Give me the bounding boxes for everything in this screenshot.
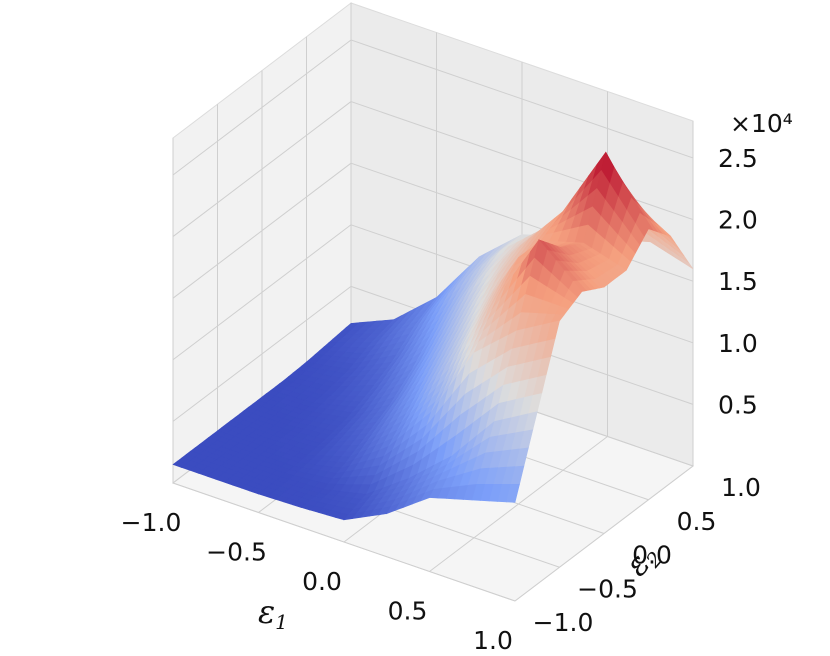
grid-line — [172, 101, 352, 237]
grid-line — [172, 224, 352, 361]
y-tick-label: −1.0 — [533, 608, 594, 637]
x-tick-label: −1.0 — [121, 508, 182, 537]
y-tick-label: −0.5 — [577, 574, 638, 603]
y-tick-label: 1.0 — [721, 473, 761, 502]
y-tick-label: 0.5 — [677, 507, 717, 536]
z-tick-label: 0.5 — [718, 390, 758, 419]
surface-mesh — [172, 151, 694, 521]
grid-line — [350, 162, 694, 282]
grid-line — [172, 285, 352, 422]
grid-line — [350, 39, 694, 159]
z-tick-label: 2.5 — [718, 144, 758, 173]
grid-line — [350, 101, 694, 221]
z-tick-label: 1.0 — [718, 329, 758, 358]
grid-line — [172, 39, 352, 176]
grid-line — [172, 162, 352, 299]
z-scale-note: ×10⁴ — [730, 109, 793, 138]
surface-face — [506, 483, 520, 503]
x-tick-label: 0.0 — [302, 567, 342, 596]
z-tick-label: 1.5 — [718, 267, 758, 296]
z-tick-label: 2.0 — [718, 206, 758, 235]
x-tick-label: −0.5 — [206, 538, 267, 567]
y-tick-label: 0.0 — [632, 541, 672, 570]
x-axis-label: ε1 — [258, 593, 288, 634]
grid-line — [172, 482, 516, 602]
x-tick-label: 0.5 — [388, 597, 428, 626]
x-tick-label: 1.0 — [473, 626, 513, 655]
tick-labels: −1.0−0.50.00.51.0−1.0−0.50.00.51.00.51.0… — [121, 144, 761, 655]
